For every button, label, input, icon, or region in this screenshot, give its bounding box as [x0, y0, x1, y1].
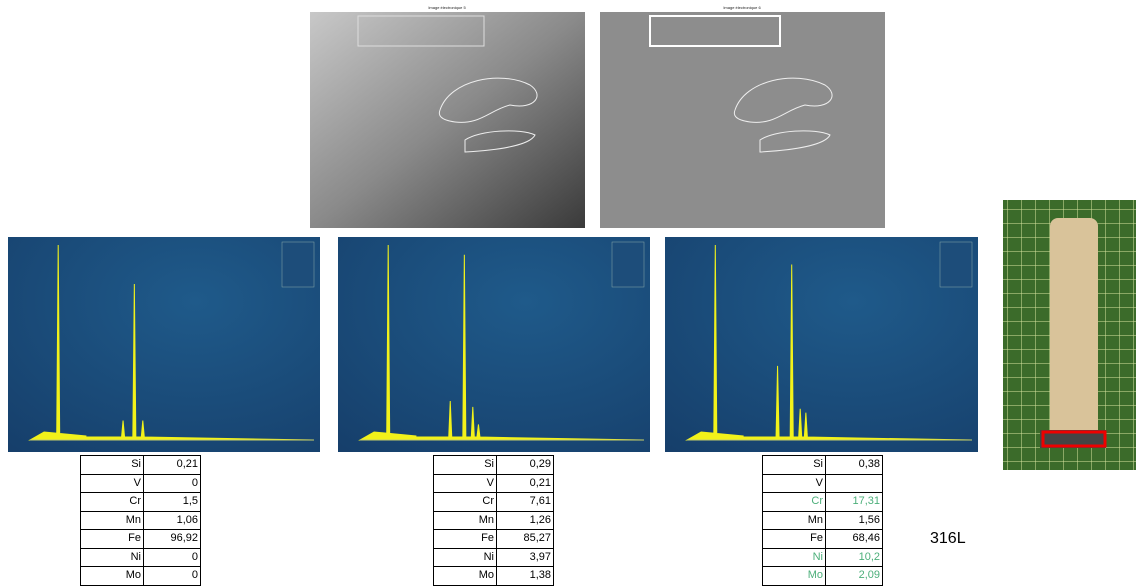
element-cell: V: [433, 473, 497, 493]
table-row: Mn 1,56: [762, 510, 883, 530]
value-cell: 0,21: [496, 473, 554, 493]
table-row: Cr 17,31: [762, 492, 883, 512]
value-cell: 85,27: [496, 529, 554, 549]
element-cell: Mo: [433, 566, 497, 586]
element-cell: Si: [762, 455, 826, 475]
table-row: Mo 2,09: [762, 566, 883, 586]
spectrum-trace: [358, 244, 645, 441]
sample-photo: [1003, 200, 1136, 470]
table-row: Ni 3,97: [433, 547, 554, 567]
value-cell: 17,31: [825, 492, 883, 512]
value-cell: 1,26: [496, 510, 554, 530]
table-row: V 0,21: [433, 473, 554, 493]
alloy-label: 316L: [930, 530, 966, 547]
value-cell: 96,92: [143, 529, 201, 549]
table-row: Fe 68,46: [762, 529, 883, 549]
value-cell: 1,38: [496, 566, 554, 586]
element-cell: Fe: [80, 529, 144, 549]
value-cell: 0,38: [825, 455, 883, 475]
element-cell: V: [80, 473, 144, 493]
composition-table: Si 0,29 V 0,21 Cr 7,61 Mn 1,26 Fe 85,27 Ni 3,97 Mo 1,…: [433, 455, 554, 586]
table-wrap: Si 0,21 V 0 Cr 1,5 Mn 1,06 Fe 96,92 Ni 0 Mo 0: [80, 455, 201, 586]
sem-image: Image électronique 6: [600, 5, 885, 228]
table-row: Mn 1,26: [433, 510, 554, 530]
element-cell: Mn: [80, 510, 144, 530]
spectrum-trace: [685, 244, 973, 441]
element-cell: Mn: [762, 510, 826, 530]
table-wrap: Si 0,29 V 0,21 Cr 7,61 Mn 1,26 Fe 85,27 Ni 3,97 Mo 1,…: [433, 455, 554, 586]
value-cell: 10,2: [825, 547, 883, 567]
table-row: Cr 7,61: [433, 492, 554, 512]
element-cell: Ni: [80, 547, 144, 567]
element-cell: Fe: [433, 529, 497, 549]
table-row: Mo 0: [80, 566, 201, 586]
table-row: Ni 10,2: [762, 547, 883, 567]
table-row: Mn 1,06: [80, 510, 201, 530]
composition-table: Si 0,21 V 0 Cr 1,5 Mn 1,06 Fe 96,92 Ni 0 Mo 0: [80, 455, 201, 586]
table-wrap: Si 0,38 V Cr 17,31 Mn 1,56 Fe 68,46 Ni 10,2 Mo 2,09: [762, 455, 883, 586]
spectrum-legend: [281, 241, 315, 288]
spectrum-bg: [338, 237, 650, 452]
value-cell: 1,56: [825, 510, 883, 530]
element-cell: Ni: [762, 547, 826, 567]
element-cell: V: [762, 473, 826, 493]
value-cell: 3,97: [496, 547, 554, 567]
spectrum-legend: [611, 241, 645, 288]
element-cell: Fe: [762, 529, 826, 549]
element-cell: Mo: [762, 566, 826, 586]
table-row: Si 0,21: [80, 455, 201, 475]
value-cell: 0,21: [143, 455, 201, 475]
value-cell: [825, 473, 883, 493]
sem-image: Image électronique 5: [310, 5, 585, 228]
image-title: Image électronique 5: [428, 5, 466, 10]
table-row: Si 0,38: [762, 455, 883, 475]
table-row: Ni 0: [80, 547, 201, 567]
image-title: Image électronique 6: [723, 5, 761, 10]
table-row: Si 0,29: [433, 455, 554, 475]
value-cell: 7,61: [496, 492, 554, 512]
table-row: Fe 96,92: [80, 529, 201, 549]
element-cell: Cr: [80, 492, 144, 512]
table-row: V: [762, 473, 883, 493]
value-cell: 0,29: [496, 455, 554, 475]
value-cell: 1,5: [143, 492, 201, 512]
composition-table: Si 0,38 V Cr 17,31 Mn 1,56 Fe 68,46 Ni 10,2 Mo 2,09: [762, 455, 883, 586]
element-cell: Ni: [433, 547, 497, 567]
element-cell: Si: [433, 455, 497, 475]
value-cell: 2,09: [825, 566, 883, 586]
element-cell: Cr: [433, 492, 497, 512]
table-row: Cr 1,5: [80, 492, 201, 512]
table-row: Fe 85,27: [433, 529, 554, 549]
value-cell: 0: [143, 473, 201, 493]
value-cell: 1,06: [143, 510, 201, 530]
value-cell: 68,46: [825, 529, 883, 549]
spectra: [8, 237, 978, 452]
table-row: Mo 1,38: [433, 566, 554, 586]
value-cell: 0: [143, 566, 201, 586]
spectrum-bg: [665, 237, 978, 452]
value-cell: 0: [143, 547, 201, 567]
spectrum-trace: [28, 244, 315, 441]
element-cell: Mn: [433, 510, 497, 530]
element-cell: Cr: [762, 492, 826, 512]
spectrum-legend: [939, 241, 973, 288]
spectrum-bg: [8, 237, 320, 452]
element-cell: Mo: [80, 566, 144, 586]
element-cell: Si: [80, 455, 144, 475]
